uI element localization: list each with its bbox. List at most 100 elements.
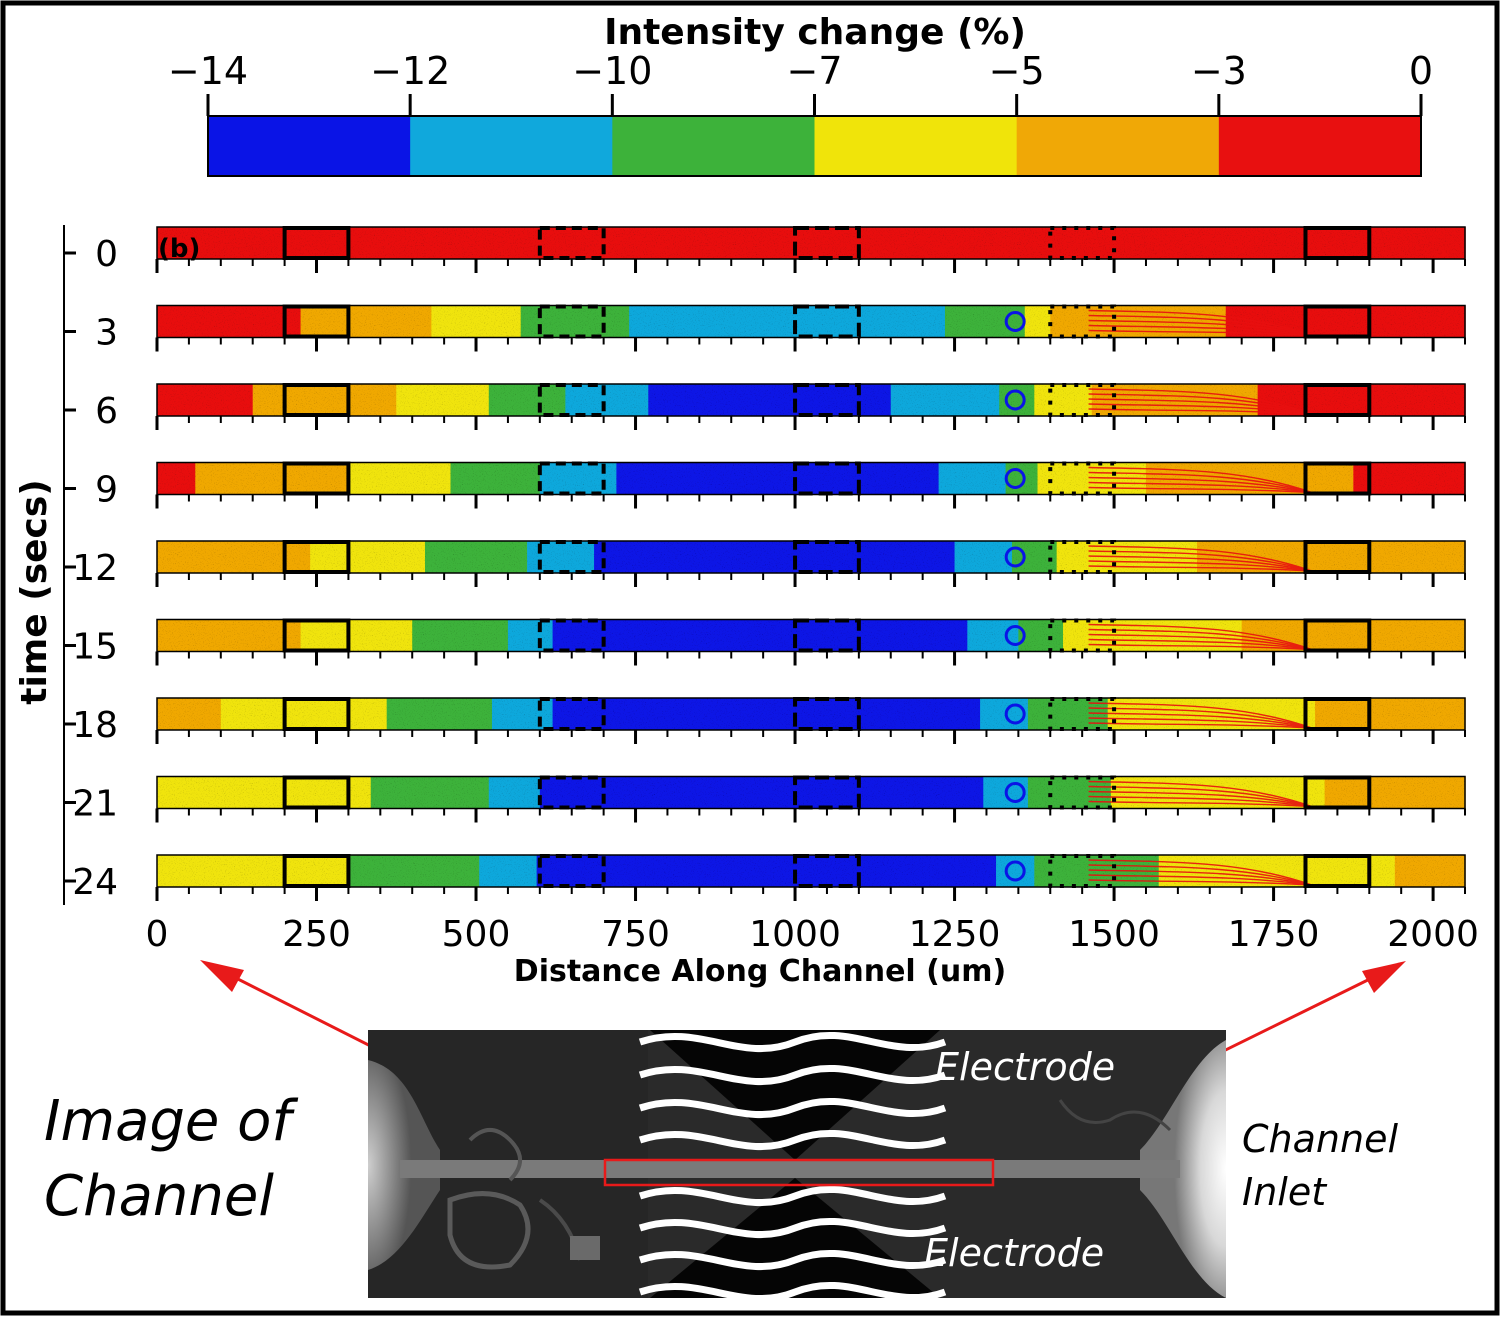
- heatmap-cell: [1069, 305, 1074, 338]
- heatmap-cell: [287, 305, 292, 338]
- heatmap-cell: [271, 776, 276, 809]
- heatmap-cell: [338, 698, 343, 730]
- heatmap-cell: [801, 619, 806, 652]
- heatmap-cell: [976, 227, 981, 259]
- heatmap-cell: [632, 619, 637, 652]
- heatmap-cell: [552, 541, 557, 573]
- heatmap-cell: [954, 619, 959, 652]
- heatmap-cell: [1289, 855, 1294, 887]
- heatmap-cell: [811, 305, 815, 338]
- heatmap-cell: [227, 855, 231, 887]
- heatmap-cell: [935, 305, 940, 338]
- colorbar-tick-label: −7: [786, 49, 842, 93]
- flow-streak: [1088, 555, 1313, 572]
- heatmap-cell: [447, 619, 452, 652]
- heatmap-cell: [466, 384, 471, 416]
- heatmap-cell: [578, 305, 582, 338]
- heatmap-cell: [830, 619, 834, 652]
- heatmap-cell: [1040, 541, 1045, 573]
- heatmap-cell: [996, 698, 1000, 730]
- heatmap-cell: [724, 541, 729, 573]
- heatmap-cell: [255, 541, 260, 573]
- heatmap-cell: [712, 776, 716, 809]
- heatmap-cell: [1324, 855, 1329, 887]
- heatmap-cell: [1209, 227, 1214, 259]
- heatmap-cell: [1461, 384, 1466, 416]
- heatmap-cell: [951, 541, 956, 573]
- heatmap-cell: [1024, 776, 1029, 809]
- heatmap-cell: [900, 855, 905, 887]
- heatmap-cell: [1311, 305, 1316, 338]
- heatmap-cell: [479, 776, 484, 809]
- heatmap-cell: [657, 384, 662, 416]
- heatmap-cell: [1426, 384, 1431, 416]
- heatmap-cell: [1429, 541, 1434, 573]
- heatmap-cell: [444, 305, 448, 338]
- heatmap-cell: [980, 776, 984, 809]
- heatmap-cell: [230, 619, 235, 652]
- heatmap-cell: [179, 619, 184, 652]
- heatmap-cell: [1181, 462, 1185, 495]
- heatmap-cell: [677, 855, 681, 887]
- heatmap-cell: [227, 698, 231, 730]
- flow-streak: [1088, 712, 1313, 729]
- heatmap-cell: [1260, 541, 1265, 573]
- heatmap-cell: [603, 541, 608, 573]
- heatmap-cell: [932, 698, 937, 730]
- heatmap-cell: [734, 305, 739, 338]
- heatmap-cell: [230, 384, 235, 416]
- heatmap-cell: [731, 776, 736, 809]
- heatmap-cell: [855, 776, 860, 809]
- heatmap-cell: [342, 227, 346, 259]
- electrode-wave: [638, 1281, 947, 1298]
- heatmap-cell: [1260, 384, 1265, 416]
- y-tick-label: 15: [72, 627, 118, 668]
- heatmap-cell: [1267, 698, 1271, 730]
- heatmap-cell: [897, 619, 901, 652]
- heatmap-cell: [319, 776, 324, 809]
- heatmap-cell: [239, 698, 244, 730]
- electrode-wave: [638, 1129, 947, 1151]
- heatmap-cell: [766, 776, 771, 809]
- heatmap-cell: [1120, 227, 1125, 259]
- heatmap-cell: [807, 619, 812, 652]
- heatmap-cell: [833, 462, 838, 495]
- heatmap-cell: [405, 305, 410, 338]
- heatmap-cell: [842, 305, 847, 338]
- heatmap-cell: [865, 541, 870, 573]
- heatmap-cell: [450, 462, 455, 495]
- heatmap-cell: [294, 619, 298, 652]
- heatmap-cell: [590, 855, 595, 887]
- heatmap-cell: [399, 698, 404, 730]
- heatmap-cell: [507, 305, 512, 338]
- heatmap-cell: [233, 541, 238, 573]
- heatmap-cell: [539, 227, 544, 259]
- heatmap-cell: [514, 855, 519, 887]
- heatmap-cell: [431, 776, 436, 809]
- heatmap-cell: [543, 462, 547, 495]
- heatmap-cell: [456, 776, 461, 809]
- heatmap-cell: [935, 619, 940, 652]
- heatmap-cell: [769, 698, 774, 730]
- heatmap-cell: [495, 698, 499, 730]
- heatmap-cell: [507, 698, 512, 730]
- heatmap-cell: [728, 305, 732, 338]
- heatmap-cell: [718, 305, 723, 338]
- heatmap-cell: [1027, 384, 1032, 416]
- heatmap-cell: [903, 698, 908, 730]
- heatmap-cell: [1015, 384, 1019, 416]
- heatmap-cell: [1401, 462, 1405, 495]
- heatmap-cell: [1270, 855, 1275, 887]
- heatmap-cell: [1276, 698, 1281, 730]
- heatmap-cell: [431, 227, 436, 259]
- heatmap-cell: [1292, 619, 1297, 652]
- heatmap-cell: [734, 776, 739, 809]
- heatmap-cell: [1283, 462, 1287, 495]
- heatmap-cell: [1085, 227, 1090, 259]
- heatmap-cell: [290, 462, 295, 495]
- heatmap-cell: [1292, 855, 1297, 887]
- heatmap-cell: [1353, 855, 1358, 887]
- heatmap-cell: [437, 619, 442, 652]
